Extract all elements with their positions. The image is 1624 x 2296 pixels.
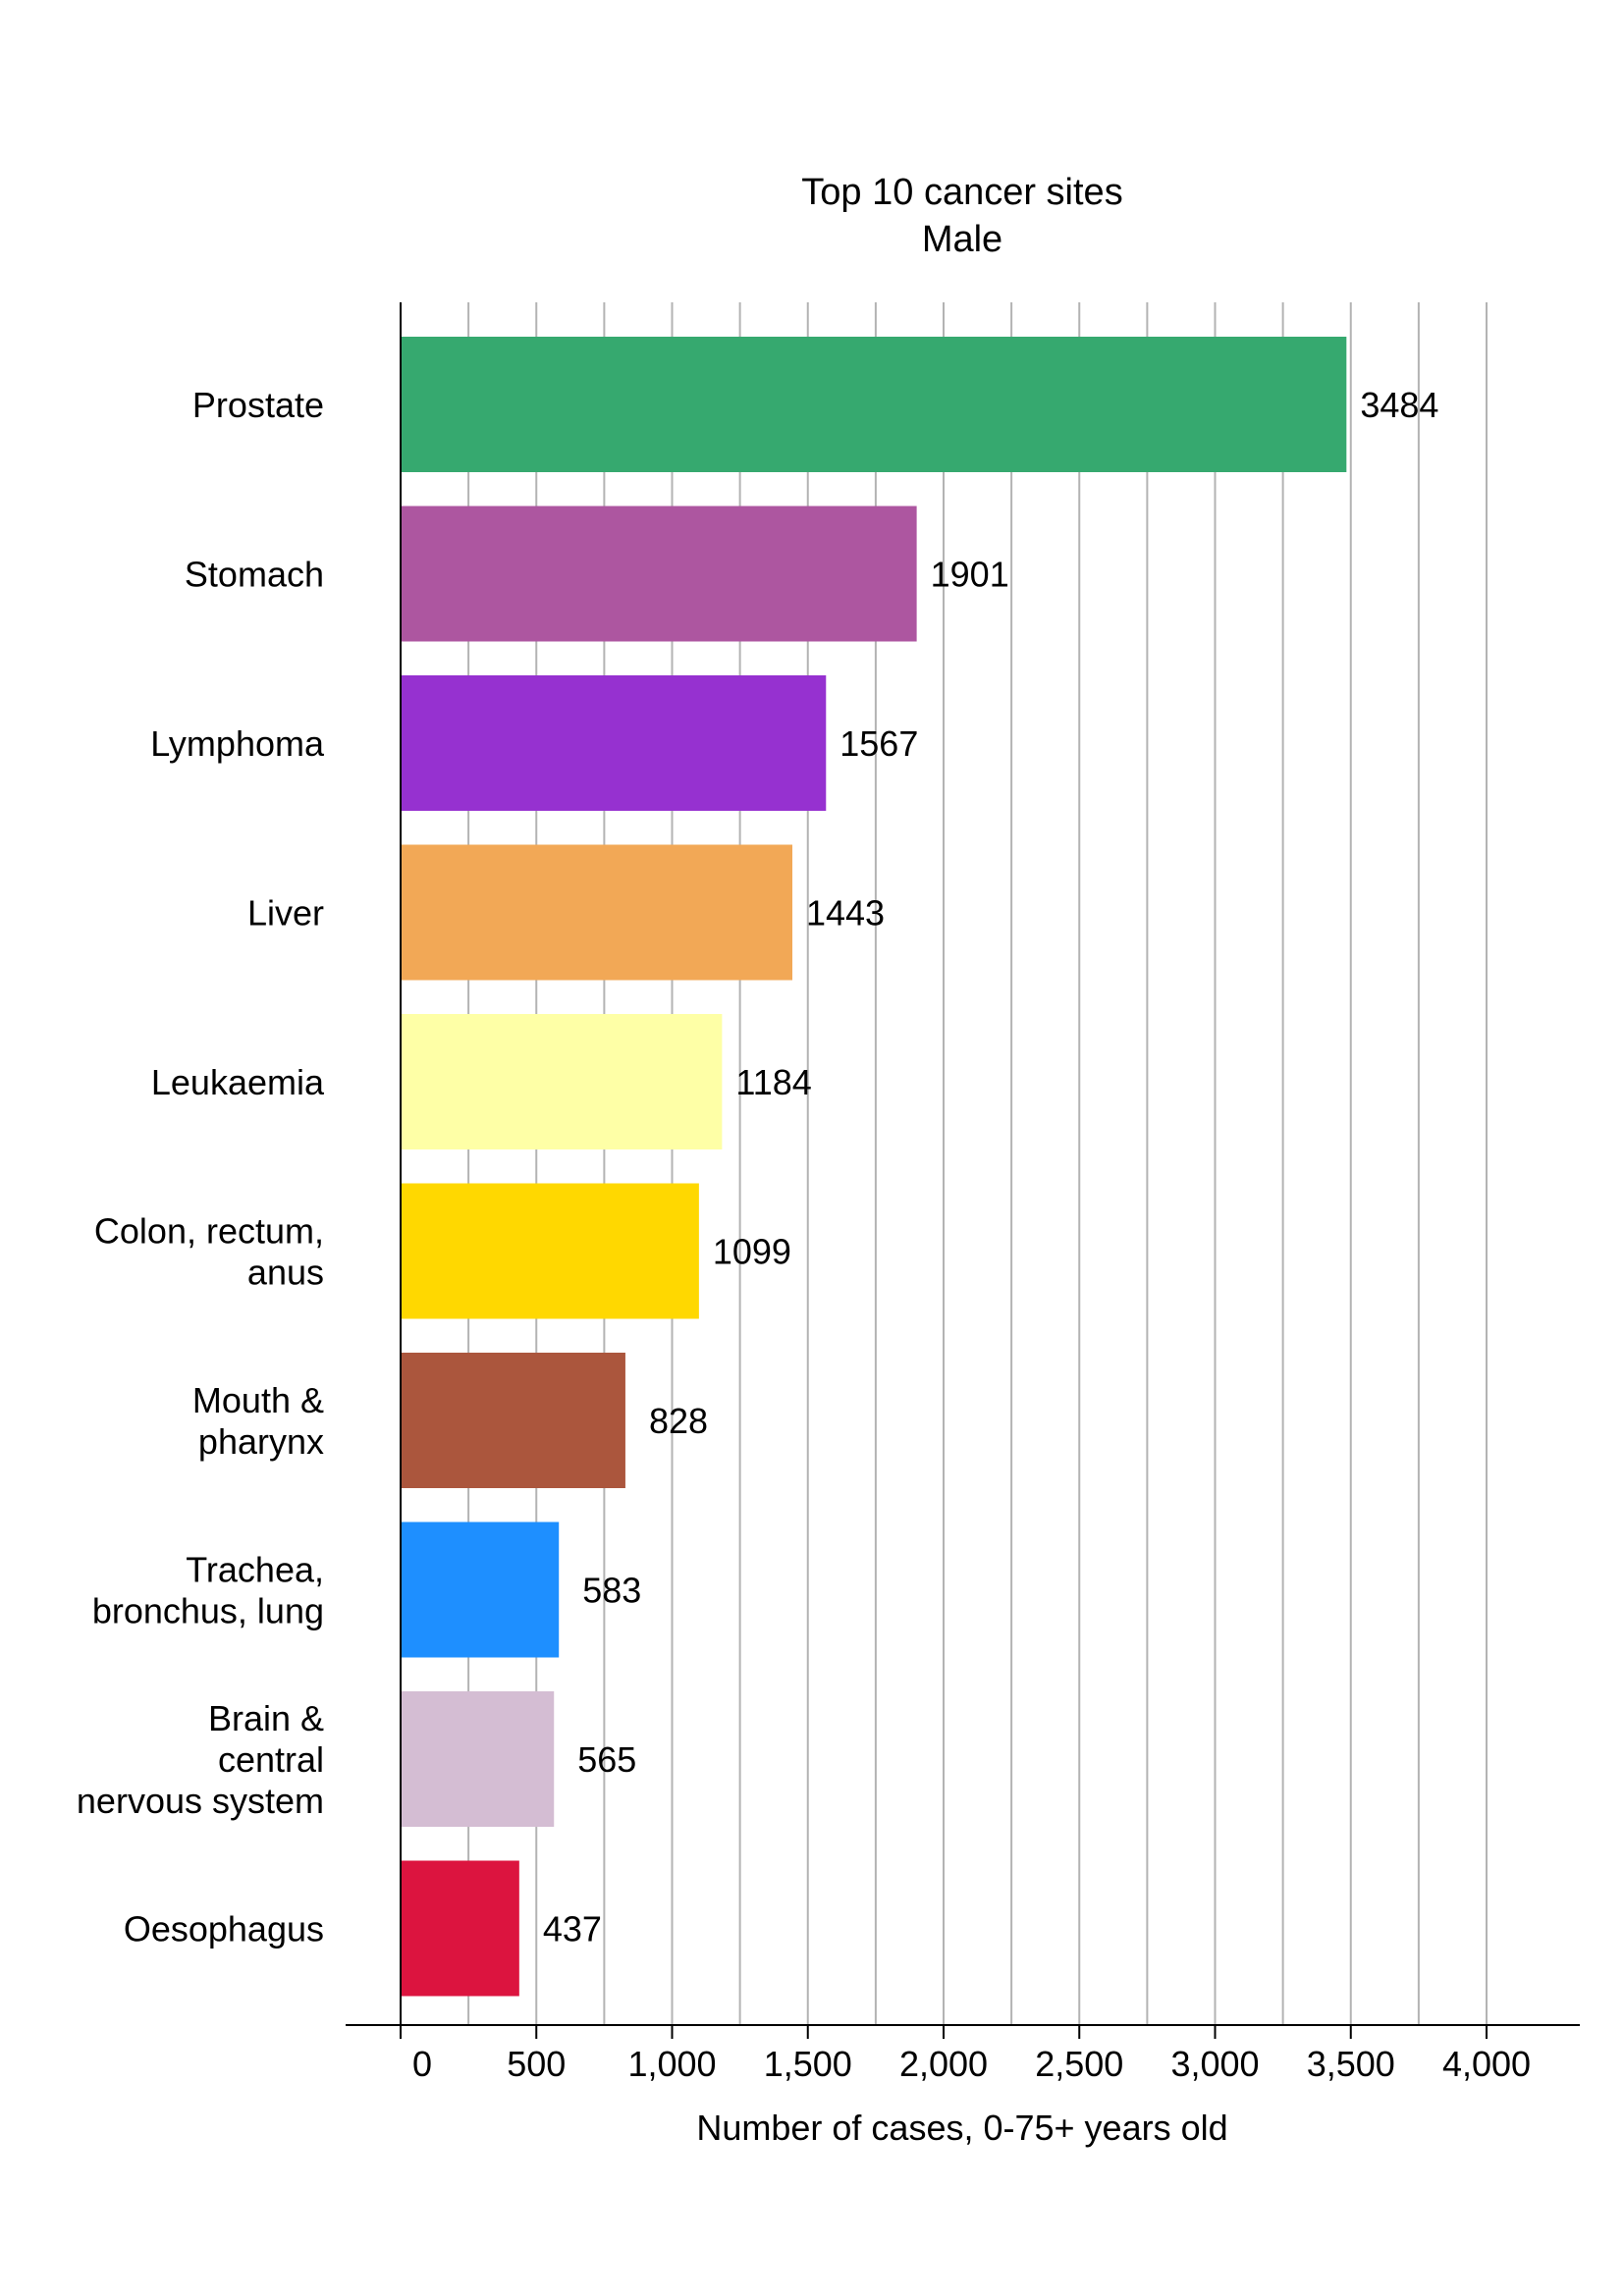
category-label-line: Leukaemia [151,1062,325,1102]
value-label: 1567 [839,723,918,764]
chart-title-group: Top 10 cancer sites Male [801,172,1122,260]
x-axis-title: Number of cases, 0-75+ years old [696,2108,1227,2148]
chart-subtitle: Male [922,219,1002,260]
category-label-line: Stomach [185,555,324,595]
bars [401,337,1347,1997]
x-tick-label: 2,000 [899,2044,988,2084]
category-label-line: Lymphoma [150,723,325,764]
category-label: Trachea, bronchus, lung [92,1550,324,1631]
category-label: Colon, rectum, anus [94,1211,324,1293]
bar [401,675,827,811]
value-label: 3484 [1360,385,1438,425]
bar [401,1183,699,1319]
category-label-line: Mouth & [192,1380,324,1420]
category-label-line: nervous system [77,1781,324,1821]
value-label: 565 [577,1739,636,1780]
value-label: 1099 [713,1232,791,1272]
value-label: 437 [543,1909,602,1949]
bar [401,337,1347,472]
category-label-line: Prostate [192,385,324,425]
x-tick-label: 1,000 [627,2044,716,2084]
category-label-line: Colon, rectum, [94,1211,324,1252]
axes [346,302,1580,2026]
bar [401,506,917,642]
x-tick-label: 3,500 [1307,2044,1395,2084]
category-label: Liver [247,893,324,934]
category-label: Leukaemia [151,1062,325,1102]
category-label: Prostate [192,385,324,425]
x-tick-label: 2,500 [1035,2044,1123,2084]
bar [401,1014,723,1149]
x-tick-label: 3,000 [1170,2044,1259,2084]
value-labels: 3484 1901 1567 1443 1184 1099 828 583 565 437 [543,385,1439,1949]
bar [401,1860,519,1997]
value-label: 583 [582,1571,641,1611]
value-label: 828 [649,1401,708,1441]
category-label: Lymphoma [150,723,325,764]
bar [401,1353,625,1488]
category-label: Mouth & pharynx [192,1380,324,1462]
category-label-line: pharynx [198,1421,324,1462]
value-label: 1901 [931,555,1009,595]
x-tick-label: 1,500 [764,2044,852,2084]
x-tick-label: 4,000 [1442,2044,1531,2084]
bar [401,844,792,981]
category-label-line: Liver [247,893,324,934]
category-labels: Prostate Stomach Lymphoma Liver Leukaemia Col… [77,385,325,1949]
chart-title: Top 10 cancer sites [801,172,1122,213]
value-label: 1443 [806,893,885,934]
value-label: 1184 [735,1062,811,1102]
category-label: Oesophagus [124,1909,324,1949]
x-tick-label: 0 [412,2044,432,2084]
category-label: Stomach [185,555,324,595]
bar [401,1522,560,1658]
category-label-line: anus [247,1253,324,1293]
category-label-line: bronchus, lung [92,1591,324,1631]
x-ticks: 0 500 1,000 1,500 2,000 2,500 3,000 3,500 4,000 [400,2025,1531,2084]
category-label-line: Brain & [208,1698,324,1738]
x-tick-label: 500 [507,2044,566,2084]
category-label-line: central [218,1739,324,1780]
category-label: Brain & central nervous system [77,1698,324,1821]
bar [401,1691,555,1827]
category-label-line: Oesophagus [124,1909,324,1949]
category-label-line: Trachea, [186,1550,324,1590]
